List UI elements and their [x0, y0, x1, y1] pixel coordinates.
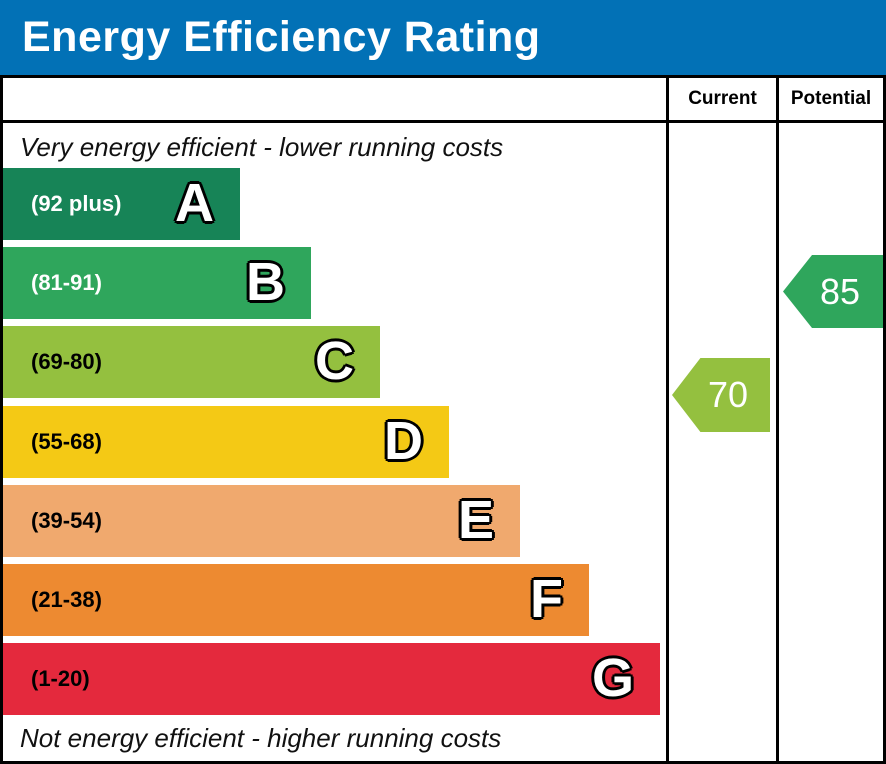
top-note: Very energy efficient - lower running co…	[20, 132, 504, 162]
band-e-letter: E	[457, 489, 494, 550]
band-d-letter: D	[384, 410, 423, 471]
band-c-letter: C	[315, 330, 354, 391]
band-d-range-label: (55-68)	[31, 429, 102, 454]
band-b-letter: B	[246, 251, 285, 312]
band-e-bar: (39-54) E	[3, 485, 520, 557]
current-column-divider	[666, 75, 669, 764]
band-a-letter: A	[175, 172, 214, 233]
band-d-bar: (55-68) D	[3, 406, 449, 478]
band-g-letter: G	[591, 647, 634, 708]
column-header-current: Current	[688, 88, 757, 109]
band-c-range-label: (69-80)	[31, 349, 102, 374]
band-e-range-label: (39-54)	[31, 508, 102, 533]
band-a-range-label: (92 plus)	[31, 191, 122, 216]
band-f-letter: F	[530, 568, 563, 629]
band-b-bar: (81-91) B	[3, 247, 311, 319]
column-header-potential: Potential	[790, 88, 872, 109]
header-row-divider	[0, 120, 886, 123]
band-f-range-label: (21-38)	[31, 587, 102, 612]
potential-column-divider	[776, 75, 779, 764]
page-title: Energy Efficiency Rating	[22, 13, 541, 61]
band-b-range-label: (81-91)	[31, 270, 102, 295]
band-f-bar: (21-38) F	[3, 564, 589, 636]
band-g-bar: (1-20) G	[3, 643, 660, 715]
current-rating-value: 70	[707, 374, 749, 415]
band-a-bar: (92 plus) A	[3, 168, 240, 240]
title-bar: Energy Efficiency Rating	[0, 0, 886, 75]
potential-rating-value: 85	[819, 270, 861, 312]
band-g-range-label: (1-20)	[31, 666, 90, 691]
band-c-bar: (69-80) C	[3, 326, 380, 398]
bottom-note: Not energy efficient - higher running co…	[20, 723, 502, 753]
